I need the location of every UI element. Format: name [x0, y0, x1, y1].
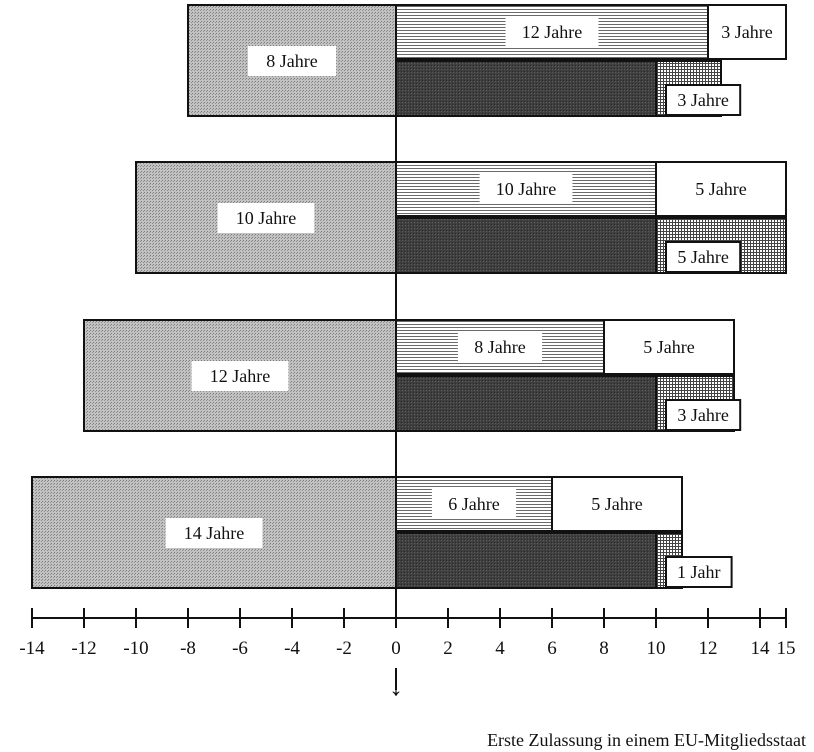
x-tick-label: -8	[180, 638, 196, 659]
bottom-bar-b-label-1: 5 Jahre	[677, 247, 728, 267]
bottom-bar-b-label-3: 1 Jahr	[677, 562, 721, 582]
left-bar-label-0-box	[247, 46, 337, 76]
bottom-bar-b-label-2: 3 Jahre	[677, 405, 728, 425]
x-tick-label: 10	[647, 638, 666, 659]
left-bar-label-1: 10 Jahre	[236, 208, 296, 228]
left-bar-label-2-box	[191, 361, 289, 391]
x-tick-label: 15	[777, 638, 796, 659]
top-bar-b-label-3-group: 5 Jahre	[580, 489, 654, 519]
bottom-bar-a-2	[395, 375, 657, 432]
top-bar-a-label-3-group: 6 Jahre	[431, 489, 517, 519]
top-bar-a-label-2-group: 8 Jahre	[457, 332, 543, 362]
top-bar-a-label-2-box	[457, 332, 543, 362]
x-tick-label: -12	[71, 638, 96, 659]
bottom-bar-b-label-0-box	[665, 84, 742, 116]
x-tick-label: 12	[699, 638, 718, 659]
bottom-bar-a-0	[395, 60, 657, 117]
x-tick-label: -10	[123, 638, 148, 659]
bottom-bar-b-label-2-box	[665, 399, 742, 431]
x-tick-label: -14	[19, 638, 45, 659]
top-bar-b-label-0-group: 3 Jahre	[710, 17, 784, 47]
x-axis-label: Erste Zulassung in einem EU-Mitgliedssta…	[487, 730, 806, 750]
x-tick-label: 14	[751, 638, 771, 659]
left-bar-label-0: 8 Jahre	[266, 51, 317, 71]
top-bar-a-label-3-box	[431, 489, 517, 519]
top-bar-b-label-0: 3 Jahre	[721, 22, 772, 42]
x-tick-label: 4	[495, 638, 505, 659]
top-bar-a-label-0-box	[505, 17, 599, 47]
top-bar-b-label-2-box	[632, 332, 706, 362]
bottom-bar-b-label-0-group: 3 Jahre	[665, 84, 742, 116]
left-bar-label-3-group: 14 Jahre	[165, 518, 263, 548]
x-tick-label: -2	[336, 638, 352, 659]
bottom-bar-b-label-3-group: 1 Jahr	[665, 556, 733, 588]
bottom-bar-b-label-0: 3 Jahre	[677, 90, 728, 110]
x-tick-label: 8	[599, 638, 609, 659]
top-bar-a-label-1-group: 10 Jahre	[479, 174, 573, 204]
left-bar-label-3-box	[165, 518, 263, 548]
x-axis: -14 -12 -10 -8 -6 -4 -2 0 2 4 6 8 10 12 14 15	[19, 5, 796, 690]
left-bar-label-3: 14 Jahre	[184, 523, 244, 543]
bottom-bar-b-label-1-box	[665, 241, 742, 273]
left-bar-label-2: 12 Jahre	[210, 366, 270, 386]
top-bar-a-label-2: 8 Jahre	[474, 337, 525, 357]
left-bar-label-2-group: 12 Jahre	[191, 361, 289, 391]
x-tick-label: 6	[547, 638, 557, 659]
x-tick-label: -4	[284, 638, 300, 659]
top-bar-b-label-2-group: 5 Jahre	[632, 332, 706, 362]
left-bar-label-1-box	[217, 203, 315, 233]
top-bar-a-label-0-group: 12 Jahre	[505, 17, 599, 47]
bottom-bar-a-3	[395, 532, 657, 589]
bottom-bar-b-label-2-group: 3 Jahre	[665, 399, 742, 431]
top-bar-a-label-1-box	[479, 174, 573, 204]
top-bar-b-label-1-group: 5 Jahre	[684, 174, 758, 204]
top-bar-b-label-3-box	[580, 489, 654, 519]
top-bar-b-label-1: 5 Jahre	[695, 179, 746, 199]
top-bar-a-label-1: 10 Jahre	[496, 179, 556, 199]
top-bar-b-label-2: 5 Jahre	[643, 337, 694, 357]
bottom-bar-b-label-3-box	[665, 556, 733, 588]
left-bar-label-1-group: 10 Jahre	[217, 203, 315, 233]
arrow-down-icon: ↓	[389, 671, 403, 702]
bars-layer: 8 Jahre 12 Jahre 3 Jahre 3 Jahre 10 Jahre 10 …	[31, 4, 787, 589]
top-bar-b-label-0-box	[710, 17, 784, 47]
top-bar-b-label-3: 5 Jahre	[591, 494, 642, 514]
top-bar-a-label-0: 12 Jahre	[522, 22, 582, 42]
left-bar-label-0-group: 8 Jahre	[247, 46, 337, 76]
top-bar-a-label-3: 6 Jahre	[448, 494, 499, 514]
bottom-bar-a-1	[395, 217, 657, 274]
x-tick-label: -6	[232, 638, 248, 659]
bottom-bar-b-label-1-group: 5 Jahre	[665, 241, 742, 273]
x-tick-label: 2	[443, 638, 453, 659]
x-tick-label: 0	[391, 638, 401, 659]
top-bar-b-label-1-box	[684, 174, 758, 204]
